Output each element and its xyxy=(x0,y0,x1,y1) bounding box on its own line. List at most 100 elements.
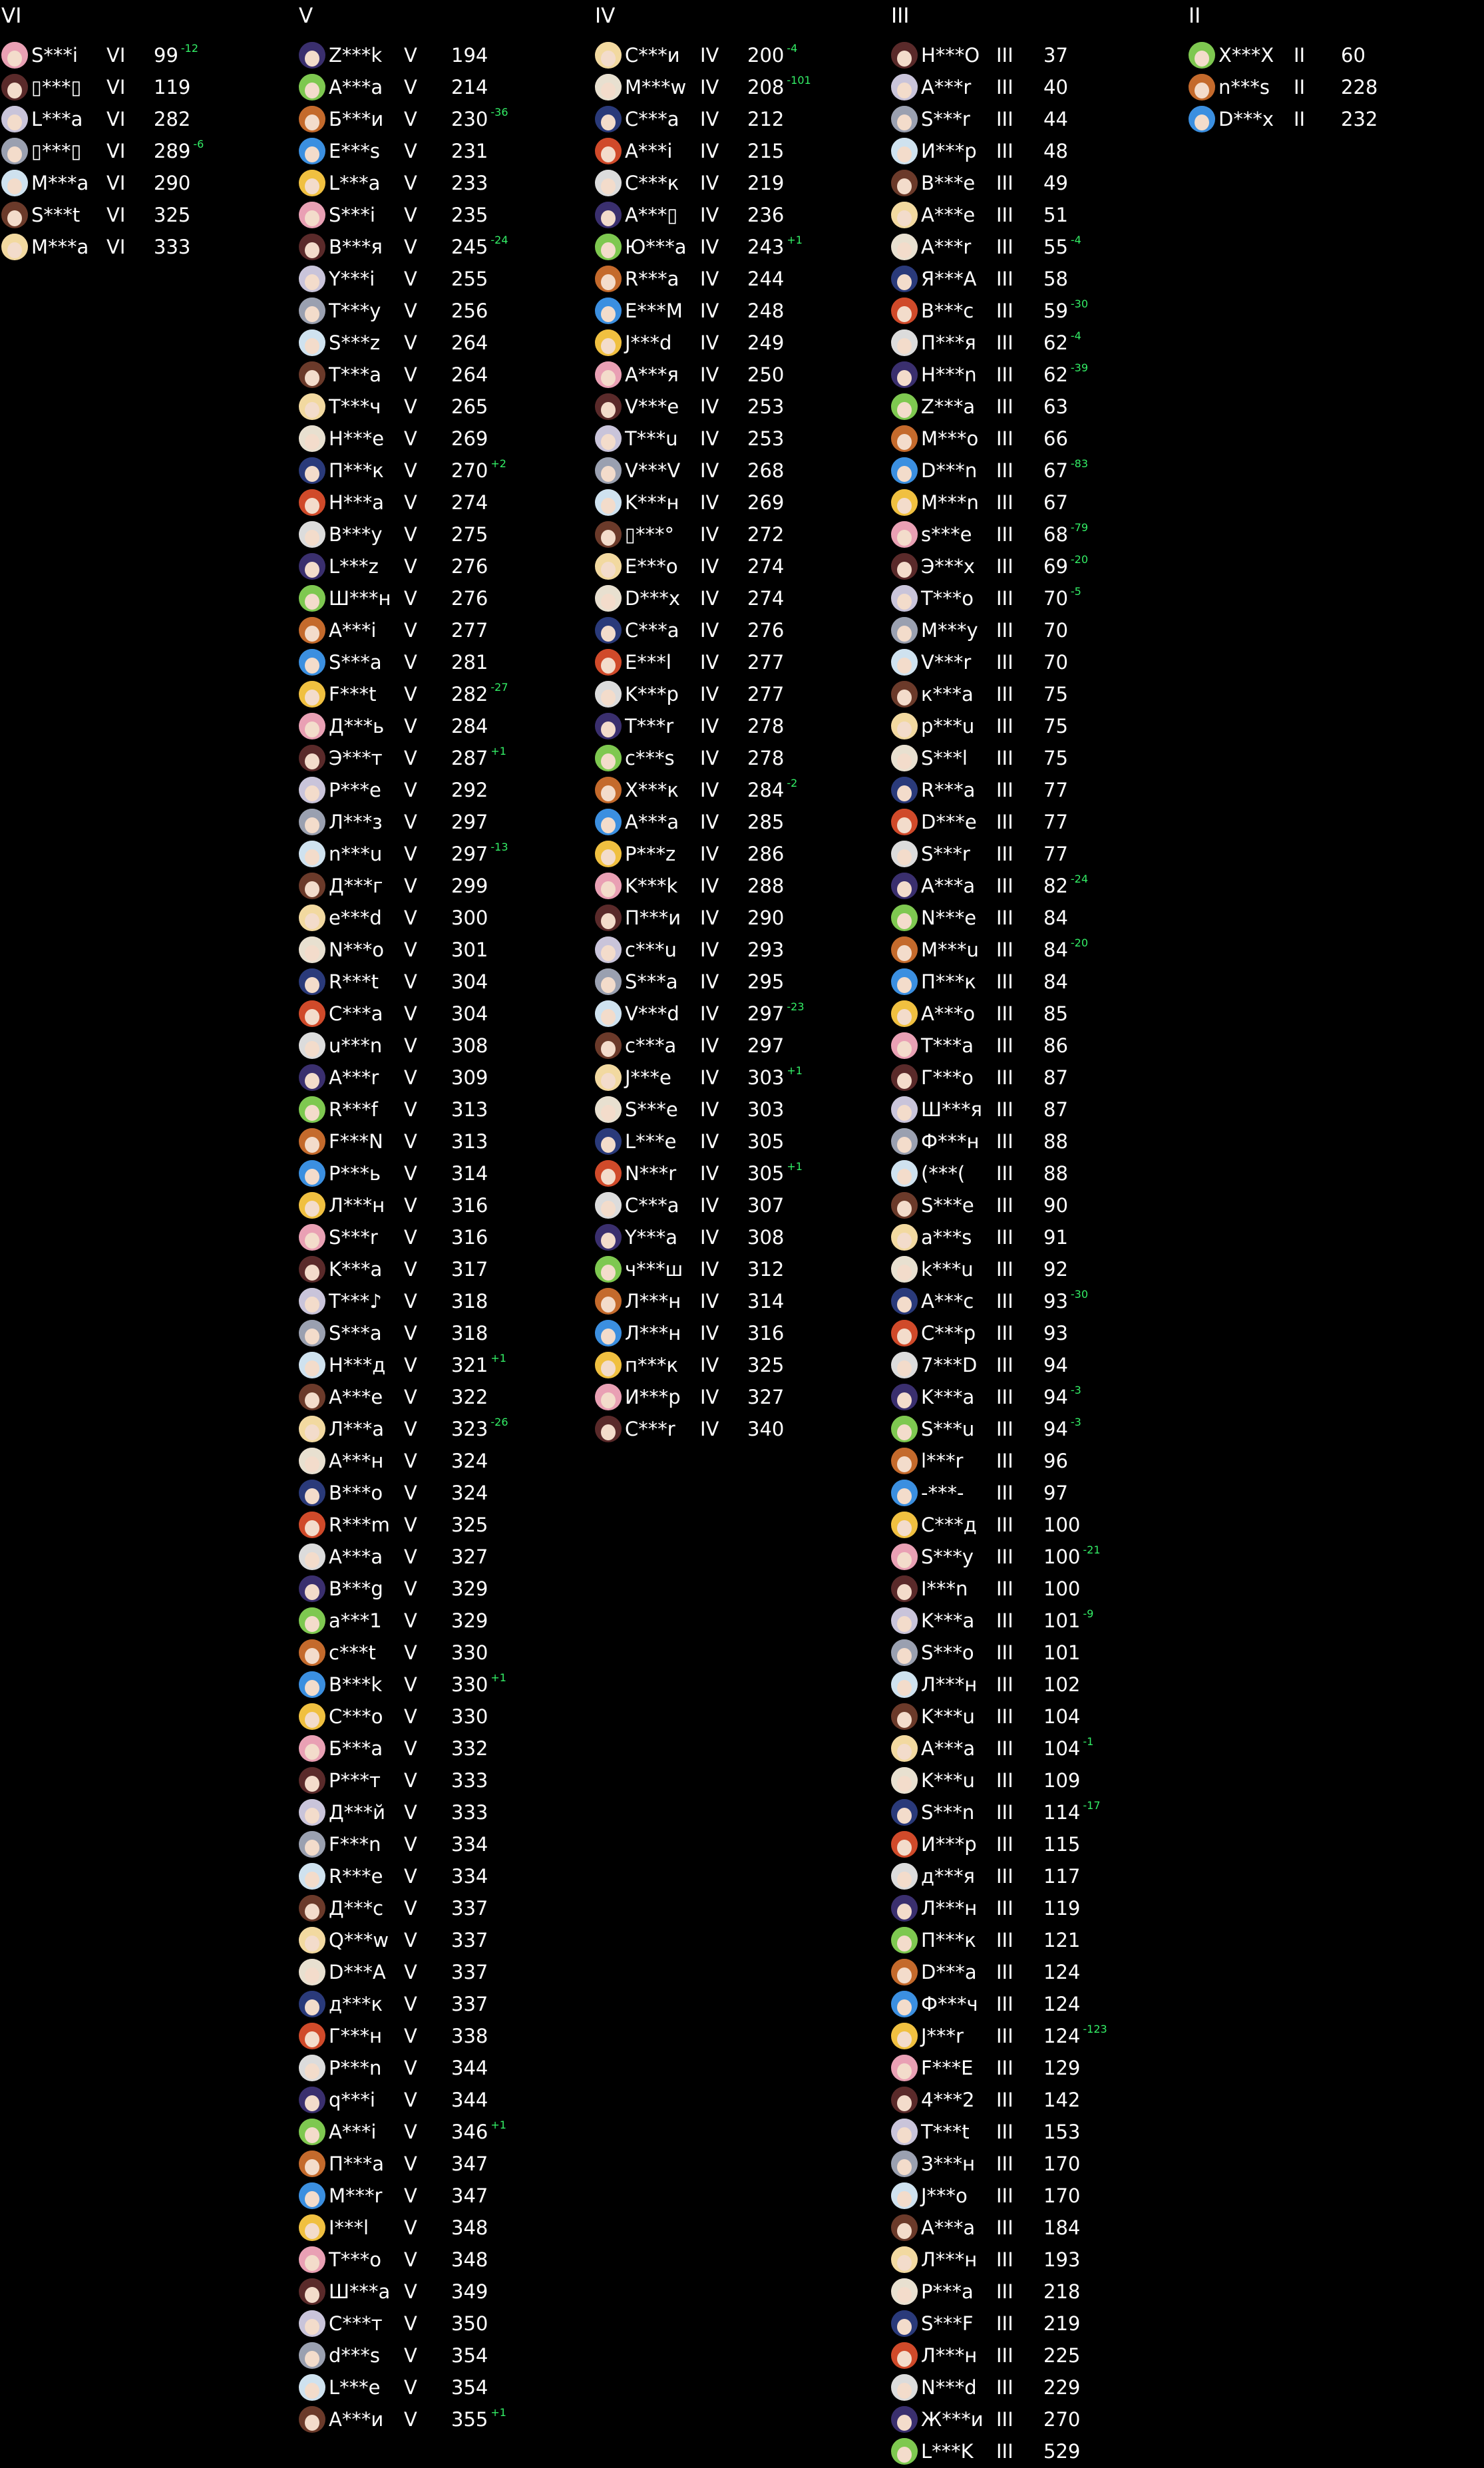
character-avatar-icon xyxy=(299,2055,325,2081)
player-name: F***E xyxy=(921,2057,974,2079)
tier-label: IV xyxy=(700,651,719,674)
tier-label: IV xyxy=(700,1130,719,1153)
score-value: 91 xyxy=(1043,1226,1068,1249)
score-cell: 278 xyxy=(747,746,784,770)
list-item: p***u III 75 xyxy=(890,710,1183,742)
score-value: 62 xyxy=(1043,331,1068,354)
player-name: C***т xyxy=(329,2312,383,2335)
score-cell: 218 xyxy=(1043,2280,1080,2304)
tier-label: II xyxy=(1294,76,1306,99)
rank-change: -6 xyxy=(193,138,204,150)
score-cell: 354 xyxy=(451,2344,488,2367)
tier-label: III xyxy=(996,747,1014,769)
player-name: L***a xyxy=(31,108,83,130)
list-item: A***a V 214 xyxy=(297,71,590,103)
list-item: V***V IV 268 xyxy=(594,455,886,487)
tier-label: III xyxy=(996,395,1014,418)
character-avatar-icon xyxy=(595,138,622,164)
tier-label: IV xyxy=(700,938,719,961)
score-cell: 318 xyxy=(451,1289,488,1313)
list-item: S***r III 44 xyxy=(890,103,1183,135)
score-value: 67 xyxy=(1043,491,1068,514)
tier-label: III xyxy=(996,1673,1014,1696)
list-item: S***t VI 325 xyxy=(0,199,293,231)
list-item: c***s IV 278 xyxy=(594,742,886,774)
list-item: L***z V 276 xyxy=(297,550,590,582)
score-value: 346 xyxy=(451,2121,488,2143)
player-name: T***t xyxy=(921,2121,970,2143)
list-item: A***a IV 285 xyxy=(594,806,886,838)
list-item: Э***x III 69 -20 xyxy=(890,550,1183,582)
rank-change: -39 xyxy=(1070,361,1089,374)
character-avatar-icon xyxy=(595,1224,622,1251)
rank-change: -26 xyxy=(490,1416,508,1428)
score-cell: 63 xyxy=(1043,395,1068,419)
player-name: Z***k xyxy=(329,44,383,67)
character-avatar-icon xyxy=(299,968,325,995)
character-avatar-icon xyxy=(891,170,918,196)
score-value: 313 xyxy=(451,1130,488,1153)
tier-label: V xyxy=(404,2344,417,2367)
score-cell: 287 +1 xyxy=(451,745,506,770)
player-name: И***p xyxy=(625,1386,681,1408)
score-cell: 245 -24 xyxy=(451,234,508,259)
list-item: C***т V 350 xyxy=(297,2308,590,2340)
score-cell: 529 xyxy=(1043,2439,1080,2463)
score-cell: 253 xyxy=(747,395,784,419)
score-value: 104 xyxy=(1043,1705,1081,1728)
player-name: C***a xyxy=(625,619,679,642)
list-item: M***n III 67 xyxy=(890,487,1183,518)
score-value: 67 xyxy=(1043,459,1068,482)
score-value: 307 xyxy=(747,1194,785,1217)
player-name: A***a xyxy=(921,2216,976,2239)
character-avatar-icon xyxy=(299,553,325,580)
list-item: L***K III 529 xyxy=(890,2435,1183,2467)
tier-label: II xyxy=(1294,44,1306,67)
score-value: 344 xyxy=(451,2057,488,2079)
score-cell: 208 -101 xyxy=(747,74,811,99)
list-item: C***к IV 219 xyxy=(594,167,886,199)
list-item: R***a III 77 xyxy=(890,774,1183,806)
list-item: И***p III 48 xyxy=(890,135,1183,167)
score-value: 324 xyxy=(451,1482,488,1504)
score-cell: 85 xyxy=(1043,1002,1068,1026)
score-cell: 99 -12 xyxy=(154,42,198,67)
player-name: A***i xyxy=(329,2121,377,2143)
player-name: D***e xyxy=(921,811,977,833)
list-item: M***a VI 333 xyxy=(0,231,293,263)
score-cell: 324 xyxy=(451,1481,488,1505)
score-cell: 170 xyxy=(1043,2152,1080,2176)
player-name: E***l xyxy=(625,651,671,674)
list-item: k***u III 92 xyxy=(890,1253,1183,1285)
character-avatar-icon xyxy=(595,745,622,771)
character-avatar-icon xyxy=(891,489,918,516)
score-value: 99 xyxy=(154,44,178,67)
list-item: a***1 V 329 xyxy=(297,1605,590,1637)
character-avatar-icon xyxy=(595,713,622,739)
score-value: 276 xyxy=(451,555,488,578)
score-cell: 232 xyxy=(1341,107,1378,131)
score-cell: 75 xyxy=(1043,682,1068,706)
player-name: 7***D xyxy=(921,1354,978,1376)
player-name: Q***w xyxy=(329,1929,389,1952)
character-avatar-icon xyxy=(891,2119,918,2145)
score-value: 340 xyxy=(747,1418,785,1440)
score-cell: 300 xyxy=(451,906,488,930)
score-cell: 307 xyxy=(747,1193,784,1217)
tier-label: III xyxy=(996,1418,1014,1440)
score-cell: 275 xyxy=(451,522,488,546)
score-value: 109 xyxy=(1043,1769,1081,1792)
character-avatar-icon xyxy=(891,74,918,101)
player-name: D***x xyxy=(625,587,680,610)
tier-label: III xyxy=(996,2184,1014,2207)
character-avatar-icon xyxy=(299,298,325,324)
player-name: Ш***н xyxy=(329,587,391,610)
tier-label: V xyxy=(404,715,417,737)
score-cell: 92 xyxy=(1043,1257,1068,1281)
tier-label: IV xyxy=(700,459,719,482)
score-value: 70 xyxy=(1043,587,1068,610)
score-value: 277 xyxy=(451,619,488,642)
character-avatar-icon xyxy=(299,1480,325,1506)
list-item: Ш***я III 87 xyxy=(890,1094,1183,1126)
tier-label: III xyxy=(996,204,1014,226)
